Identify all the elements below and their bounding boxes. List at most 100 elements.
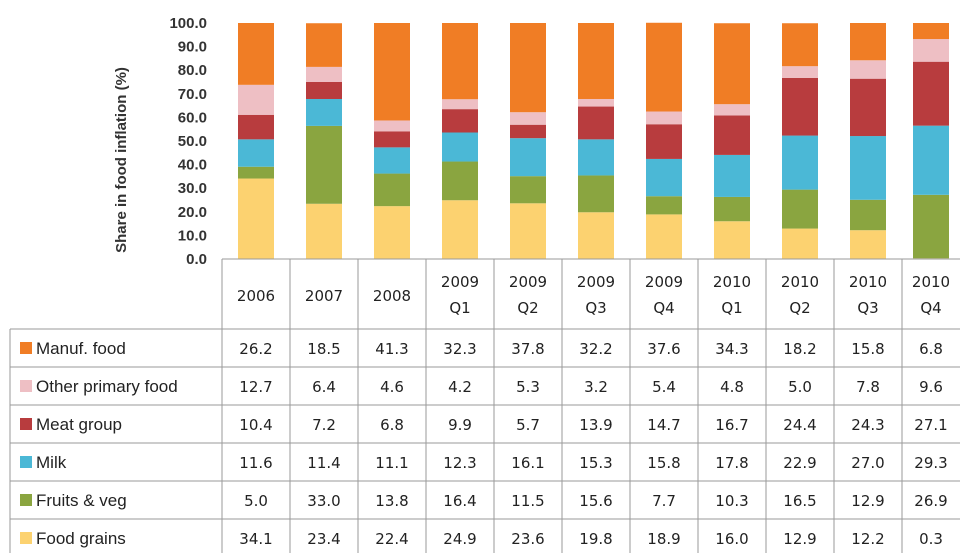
data-label: 27.0 — [851, 454, 884, 472]
legend-label: Manuf. food — [36, 339, 126, 358]
data-label: 34.1 — [239, 530, 272, 548]
data-label: 15.3 — [579, 454, 612, 472]
data-label: 26.9 — [914, 492, 947, 510]
legend-swatch — [20, 494, 32, 506]
bar-segment — [374, 131, 410, 148]
data-label: 16.5 — [783, 492, 816, 510]
bar-segment — [646, 111, 682, 125]
data-label: 6.8 — [380, 416, 404, 434]
category-label: Q4 — [920, 299, 941, 317]
category-label: 2008 — [373, 287, 411, 305]
data-label: 12.9 — [783, 530, 816, 548]
bar-segment — [913, 194, 949, 259]
bar-segment — [782, 228, 818, 259]
category-label: Q3 — [585, 299, 606, 317]
y-tick-label: 40.0 — [178, 157, 207, 174]
bars — [238, 22, 949, 259]
bar-segment — [714, 154, 750, 197]
category-label: 2010 — [713, 273, 751, 291]
data-label: 13.8 — [375, 492, 408, 510]
bar-segment — [913, 61, 949, 126]
data-label: 6.4 — [312, 378, 336, 396]
bar-segment — [578, 175, 614, 213]
bar-segment — [442, 161, 478, 201]
data-label: 10.3 — [715, 492, 748, 510]
bar-segment — [238, 178, 274, 259]
bar-segment — [782, 77, 818, 136]
data-label: 32.3 — [443, 340, 476, 358]
data-label: 18.2 — [783, 340, 816, 358]
bar-segment — [578, 98, 614, 107]
data-label: 11.1 — [375, 454, 408, 472]
data-label: 7.7 — [652, 492, 676, 510]
table-row: Milk 11.6 11.4 11.1 12.3 16.1 15.3 15.8 17.8 22.9… — [20, 453, 948, 472]
bar-segment — [306, 23, 342, 67]
y-axis: Share in food inflation (%) 0.0 10.0 20.0 3… — [113, 15, 207, 268]
legend-label: Other primary food — [36, 377, 178, 396]
bar-segment — [306, 82, 342, 99]
data-label: 19.8 — [579, 530, 612, 548]
bar-segment — [782, 23, 818, 67]
bar-segment — [510, 138, 546, 177]
y-tick-label: 60.0 — [178, 109, 207, 126]
bar-segment — [578, 139, 614, 176]
data-label: 9.6 — [919, 378, 943, 396]
data-label: 24.9 — [443, 530, 476, 548]
legend-label: Fruits & veg — [36, 491, 127, 510]
legend-swatch — [20, 418, 32, 430]
data-label: 12.9 — [851, 492, 884, 510]
bar-segment — [714, 115, 750, 155]
bar-segment — [510, 124, 546, 139]
category-label: 2006 — [237, 287, 275, 305]
category-label: Q3 — [857, 299, 878, 317]
table-row: Fruits & veg 5.0 33.0 13.8 16.4 11.5 15.6 7.7 10… — [20, 491, 948, 510]
legend-label: Food grains — [36, 529, 126, 548]
data-label: 0.3 — [919, 530, 943, 548]
data-label: 29.3 — [914, 454, 947, 472]
bar-segment — [646, 196, 682, 215]
bar-segment — [442, 109, 478, 133]
data-label: 7.2 — [312, 416, 336, 434]
bar-segment — [306, 98, 342, 126]
bar-segment — [646, 158, 682, 197]
bar-segment — [913, 23, 949, 40]
bar-segment — [510, 203, 546, 259]
y-tick-label: 90.0 — [178, 39, 207, 56]
legend-swatch — [20, 380, 32, 392]
data-label: 24.4 — [783, 416, 816, 434]
data-label: 37.8 — [511, 340, 544, 358]
bar-segment — [374, 147, 410, 174]
bar-segment — [850, 136, 886, 200]
data-label: 6.8 — [919, 340, 943, 358]
bar-segment — [374, 120, 410, 132]
data-label: 5.4 — [652, 378, 676, 396]
bar-segment — [374, 206, 410, 259]
bar-segment — [442, 99, 478, 110]
data-label: 27.1 — [914, 416, 947, 434]
data-label: 5.0 — [788, 378, 812, 396]
data-label: 33.0 — [307, 492, 340, 510]
data-label: 15.6 — [579, 492, 612, 510]
bar-segment — [646, 124, 682, 159]
category-label: Q2 — [789, 299, 810, 317]
data-label: 15.8 — [647, 454, 680, 472]
bar-segment — [850, 60, 886, 79]
data-table-grid — [9, 258, 960, 553]
data-label: 23.4 — [307, 530, 340, 548]
data-label: 22.4 — [375, 530, 408, 548]
data-label: 11.4 — [307, 454, 340, 472]
y-tick-label: 30.0 — [178, 180, 207, 197]
bar-segment — [442, 23, 478, 100]
bar-segment — [578, 23, 614, 99]
bar-segment — [913, 39, 949, 62]
data-label: 37.6 — [647, 340, 680, 358]
category-label: Q1 — [449, 299, 470, 317]
bar-segment — [238, 84, 274, 115]
data-label: 9.9 — [448, 416, 472, 434]
bar-segment — [782, 66, 818, 78]
bar-segment — [646, 22, 682, 112]
y-tick-label: 10.0 — [178, 227, 207, 244]
legend-label: Meat group — [36, 415, 122, 434]
data-label: 16.1 — [511, 454, 544, 472]
category-label: 2010 — [849, 273, 887, 291]
